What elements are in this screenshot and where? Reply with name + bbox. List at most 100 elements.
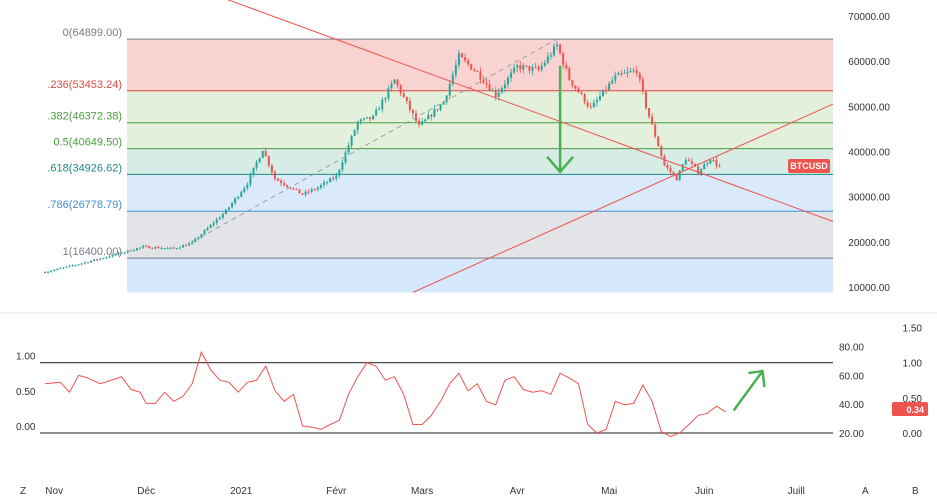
trendline <box>227 0 834 222</box>
candle-body <box>126 250 129 253</box>
candle-body <box>86 262 89 264</box>
candle-body <box>135 248 138 251</box>
candle-body <box>132 250 135 252</box>
candle-body <box>405 96 408 102</box>
candle-body <box>583 94 586 103</box>
price-tag-label: BTCUSD <box>790 161 828 171</box>
candle-body <box>378 109 381 111</box>
osc-left-tick: 0.50 <box>16 387 36 398</box>
candle-body <box>681 164 684 171</box>
y-tick-label: 10000.00 <box>848 283 890 294</box>
candle-body <box>212 223 215 225</box>
candle-body <box>488 84 491 91</box>
fib-level-label: .382(46372.38) <box>47 111 122 123</box>
candle-body <box>307 191 310 193</box>
fib-band <box>127 258 833 293</box>
osc-right-tick: 0.50 <box>903 394 923 405</box>
zoom-reset-button[interactable]: Z <box>20 486 26 497</box>
candle-body <box>139 247 142 249</box>
candle-body <box>200 234 203 238</box>
candle-body <box>240 192 243 197</box>
candle-body <box>344 152 347 163</box>
candle-body <box>663 155 666 166</box>
candle-body <box>384 98 387 100</box>
candle-body <box>562 53 565 65</box>
y-tick-label: 40000.00 <box>848 148 890 159</box>
candle-body <box>313 189 316 191</box>
candle-body <box>56 268 59 270</box>
candle-body <box>697 166 700 174</box>
price-pane: 0(64899.00) .236(53453.24) .382(46372.38) 0… <box>0 0 937 314</box>
candle-body <box>491 90 494 92</box>
candle-body <box>479 71 482 80</box>
candle-body <box>577 88 580 93</box>
candle-body <box>528 65 531 71</box>
osc-current-tag <box>892 402 928 417</box>
candle-body <box>120 252 123 254</box>
candle-body <box>418 120 421 125</box>
candle-body <box>157 246 160 249</box>
candle-body <box>657 136 660 147</box>
candle-body <box>540 65 543 70</box>
candle-body <box>151 248 154 250</box>
candle-body <box>68 265 71 267</box>
candle-body <box>102 258 105 260</box>
osc-mid-tick: 20.00 <box>839 429 864 440</box>
fib-band <box>127 90 833 123</box>
candle-body <box>510 72 513 78</box>
auto-scale-button[interactable]: A <box>862 486 869 497</box>
oscillator-series-line <box>44 350 726 438</box>
candle-body <box>93 259 96 261</box>
candle-body <box>338 169 341 176</box>
candle-body <box>651 116 654 125</box>
percent-scale-button[interactable]: B <box>912 486 919 497</box>
candle-body <box>632 70 635 72</box>
candle-body <box>111 254 114 257</box>
candle-body <box>451 74 454 84</box>
candle-body <box>89 260 92 263</box>
candle-body <box>175 248 178 250</box>
candle-body <box>142 245 145 248</box>
osc-left-tick: 1.00 <box>16 352 36 363</box>
candle-body <box>154 246 157 249</box>
candle-body <box>531 67 534 71</box>
candle-body <box>203 230 206 235</box>
candle-body <box>166 247 169 249</box>
candle-body <box>347 145 350 153</box>
candle-body <box>80 263 83 265</box>
candle-body <box>163 248 166 250</box>
candle-body <box>703 164 706 170</box>
fib-band <box>127 148 833 175</box>
candle-body <box>356 121 359 131</box>
candle-body <box>620 73 623 75</box>
candle-body <box>589 106 592 108</box>
candle-body <box>442 101 445 105</box>
candle-body <box>476 70 479 72</box>
osc-right-tick: 0.00 <box>903 429 923 440</box>
candle-body <box>660 146 663 156</box>
fib-band <box>127 211 833 259</box>
candle-body <box>399 85 402 94</box>
candle-body <box>559 44 562 54</box>
candle-body <box>59 268 62 270</box>
candle-body <box>44 272 46 274</box>
candle-body <box>605 89 608 91</box>
candle-body <box>258 158 261 163</box>
candle-body <box>464 57 467 61</box>
candle-body <box>319 185 322 188</box>
candle-body <box>77 264 80 266</box>
candle-body <box>123 252 126 254</box>
candle-body <box>525 65 528 67</box>
candle-body <box>706 163 709 165</box>
trendline <box>412 103 834 293</box>
candle-body <box>362 118 365 120</box>
candle-body <box>280 180 283 184</box>
candle-body <box>295 188 298 190</box>
candle-body <box>298 189 301 194</box>
candle-body <box>261 151 264 159</box>
candle-body <box>690 161 693 164</box>
candle-body <box>408 101 411 110</box>
candle-body <box>684 159 687 165</box>
up-arrow-shaft <box>732 370 764 412</box>
